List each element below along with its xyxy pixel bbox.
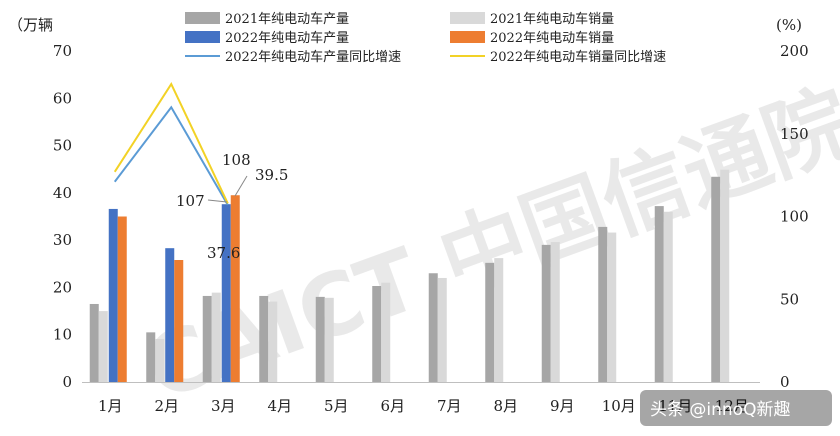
leader-107 bbox=[207, 199, 228, 203]
bar bbox=[146, 332, 156, 382]
bar bbox=[98, 311, 108, 382]
credit-badge: 头条 @innoQ新趣 bbox=[640, 390, 832, 426]
bar bbox=[372, 286, 382, 382]
label-prod-bar-mar: 37.6 bbox=[207, 244, 240, 262]
legend-swatch bbox=[450, 31, 485, 43]
left-tick-label: 60 bbox=[53, 89, 72, 107]
series-line bbox=[113, 105, 229, 206]
series-line bbox=[113, 82, 229, 204]
credit-text: 头条 @innoQ新趣 bbox=[650, 400, 790, 420]
bar bbox=[607, 232, 617, 382]
bars bbox=[89, 169, 730, 382]
bar bbox=[494, 258, 504, 382]
bar bbox=[108, 208, 118, 382]
x-tick-label: 4月 bbox=[267, 397, 292, 415]
x-tick-label: 6月 bbox=[380, 397, 405, 415]
axes: 0 10 20 30 40 50 60 70 0 50 100 150 200 1月 2月 3月 4月 5月 6月 7… bbox=[53, 42, 809, 415]
label-sales-bar-mar: 39.5 bbox=[255, 166, 288, 184]
x-tick-label: 10月 bbox=[602, 397, 636, 415]
bar bbox=[230, 195, 240, 382]
left-tick-label: 20 bbox=[53, 278, 72, 296]
left-tick-label: 70 bbox=[53, 42, 72, 60]
legend-label: 2022年纯电动车销量 bbox=[490, 30, 614, 46]
bar bbox=[155, 338, 165, 382]
annotations: 107 108 37.6 39.5 bbox=[176, 151, 288, 262]
legend: 2021年纯电动车产量 2021年纯电动车销量 2022年纯电动车产量 2022年纯电… bbox=[185, 11, 666, 65]
left-tick-label: 10 bbox=[53, 326, 72, 344]
x-tick-label: 1月 bbox=[98, 397, 123, 415]
legend-label: 2022年纯电动车产量 bbox=[225, 30, 349, 46]
right-tick-label: 0 bbox=[780, 373, 790, 391]
legend-swatch bbox=[185, 12, 220, 24]
bar bbox=[711, 176, 721, 382]
bar bbox=[598, 226, 608, 382]
right-tick-label: 150 bbox=[780, 125, 809, 143]
x-tick-label: 9月 bbox=[550, 397, 575, 415]
bar bbox=[324, 297, 334, 382]
left-tick-label: 0 bbox=[62, 373, 72, 391]
legend-label: 2022年纯电动车产量同比增速 bbox=[225, 49, 401, 65]
bar bbox=[268, 301, 278, 382]
leader-108 bbox=[234, 175, 248, 197]
label-sales-growth-mar: 108 bbox=[222, 151, 251, 169]
right-tick-label: 50 bbox=[780, 290, 799, 308]
bar bbox=[663, 211, 673, 382]
x-tick-label: 12月 bbox=[715, 397, 749, 415]
bar bbox=[485, 262, 495, 382]
legend-label: 2022年纯电动车销量同比增速 bbox=[490, 49, 666, 65]
x-tick-label: 7月 bbox=[437, 397, 462, 415]
bar bbox=[211, 292, 221, 382]
right-axis-unit: (%) bbox=[776, 16, 802, 34]
bar bbox=[259, 295, 269, 382]
legend-swatch bbox=[185, 31, 220, 43]
bar bbox=[117, 216, 127, 382]
label-prod-growth-mar: 107 bbox=[176, 192, 205, 210]
bar bbox=[381, 282, 391, 382]
x-tick-label: 2月 bbox=[154, 397, 179, 415]
bar bbox=[221, 204, 231, 382]
bar bbox=[428, 273, 438, 382]
bar bbox=[541, 244, 551, 382]
left-tick-label: 40 bbox=[53, 184, 72, 202]
right-tick-label: 200 bbox=[780, 42, 809, 60]
x-tick-label: 5月 bbox=[324, 397, 349, 415]
left-tick-label: 50 bbox=[53, 137, 72, 155]
bar bbox=[315, 296, 325, 382]
legend-label: 2021年纯电动车销量 bbox=[490, 11, 614, 27]
right-tick-label: 100 bbox=[780, 208, 809, 226]
bar bbox=[437, 277, 447, 382]
bar bbox=[720, 169, 730, 382]
bar bbox=[165, 248, 175, 382]
legend-swatch bbox=[450, 12, 485, 24]
bar bbox=[174, 260, 184, 382]
left-axis-unit: （万辆 bbox=[8, 16, 53, 34]
x-tick-label: 3月 bbox=[211, 397, 236, 415]
bar bbox=[550, 242, 560, 382]
growth-lines bbox=[113, 82, 229, 206]
x-tick-label: 11月 bbox=[658, 397, 692, 415]
bar bbox=[89, 303, 99, 382]
left-tick-label: 30 bbox=[53, 231, 72, 249]
legend-label: 2021年纯电动车产量 bbox=[225, 11, 349, 27]
bar bbox=[654, 206, 664, 382]
x-tick-label: 8月 bbox=[493, 397, 518, 415]
bar bbox=[202, 295, 212, 382]
